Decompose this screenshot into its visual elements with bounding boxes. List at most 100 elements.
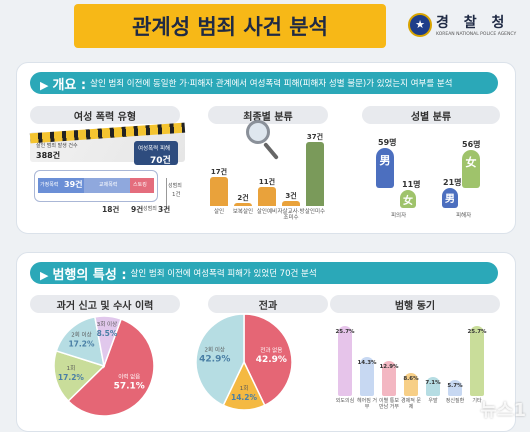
characteristics-heading: 범행의 특성 bbox=[52, 267, 117, 283]
pie-slice-value: 42.9% bbox=[199, 354, 230, 364]
motive-value-label: 14.3% bbox=[357, 360, 377, 367]
characteristics-description: 살인 범죄 이전에 여성폭력 피해가 있었던 70건 분석 bbox=[130, 269, 317, 279]
news-watermark: 뉴스1 bbox=[480, 400, 526, 421]
criminal-record-title: 전과 bbox=[208, 295, 328, 313]
pie-slice bbox=[93, 315, 123, 369]
characteristics-header: ▶ 범행의 특성 : 살인 범죄 이전에 여성폭력 피해가 있었던 70건 분석 bbox=[30, 262, 498, 284]
suspect-male-icon: 男 bbox=[376, 148, 394, 188]
motive-value-label: 25.7% bbox=[467, 329, 487, 335]
page-header: 관계성 범죄 사건 분석 ★ 경 찰 청 KOREAN NATIONAL POL… bbox=[0, 0, 530, 52]
segment-stalking bbox=[130, 178, 154, 193]
sexual-small-value: 1건 bbox=[172, 192, 181, 198]
final-type-category-label: 보복살인 bbox=[232, 209, 254, 215]
victim-group-label: 피해자 bbox=[456, 213, 472, 219]
final-type-value-label: 37건 bbox=[306, 133, 324, 141]
arrow-icon: ▶ bbox=[40, 268, 49, 282]
motive-value-label: 5.7% bbox=[447, 383, 463, 390]
pie-slice-label: 2회 이상 bbox=[71, 331, 91, 339]
victim-female-value: 56명 bbox=[462, 140, 481, 149]
final-type-category-label: 살인미수 bbox=[304, 209, 326, 215]
violence-bracket bbox=[34, 170, 158, 202]
victim-label: 여성폭력 피해 bbox=[138, 146, 171, 152]
motive-category-label: 우발 bbox=[428, 398, 438, 404]
motive-value-label: 25.7% bbox=[335, 329, 355, 335]
segment-domestic-value: 39건 bbox=[64, 180, 83, 189]
final-type-value-label: 2건 bbox=[237, 193, 249, 202]
agency-subtitle: KOREAN NATIONAL POLICE AGENCY bbox=[436, 32, 517, 37]
final-type-title: 최종별 분류 bbox=[208, 106, 328, 124]
victim-value: 70건 bbox=[150, 156, 171, 166]
agency-logo: ★ 경 찰 청 KOREAN NATIONAL POLICE AGENCY bbox=[408, 12, 516, 37]
final-type-bar bbox=[306, 142, 324, 206]
pie-slice-label: 2회 이상 bbox=[205, 345, 225, 353]
motive-bar bbox=[338, 326, 352, 396]
final-type-value-label: 17건 bbox=[210, 167, 228, 176]
segment-dating-label: 교제폭력 bbox=[99, 182, 118, 188]
final-type-category-label: 살인 bbox=[213, 209, 225, 215]
pie-slice-value: 57.1% bbox=[114, 381, 145, 391]
police-emblem-icon: ★ bbox=[408, 12, 432, 37]
pie-slice-value: 14.2% bbox=[231, 393, 258, 402]
motive-category-label: 외도의심 bbox=[335, 398, 355, 404]
segment-domestic bbox=[38, 178, 84, 193]
final-type-value-label: 3건 bbox=[285, 191, 297, 200]
motive-bar bbox=[360, 357, 374, 396]
segment-domestic-label: 가정폭력 bbox=[40, 182, 59, 188]
page-title: 관계성 범죄 사건 분석 bbox=[132, 15, 328, 39]
final-type-category-label: 살인예비 bbox=[256, 209, 278, 215]
segment-stalking-label: 스토킹 bbox=[133, 182, 147, 188]
total-value: 388건 bbox=[36, 151, 61, 160]
overview-description: 살인 범죄 이전에 동일한 가·피해자 관계에서 여성폭력 피해(피해자 성별 … bbox=[90, 79, 453, 89]
pie-slice bbox=[55, 315, 105, 368]
motive-category-label: 이별 통보 만남 거부 bbox=[379, 398, 399, 410]
final-type-bar bbox=[282, 200, 300, 206]
pie-slice-label: 3회 이상 bbox=[97, 320, 117, 328]
motive-category-label: 정신질환 bbox=[445, 398, 465, 404]
final-type-bar bbox=[210, 176, 228, 206]
stalking-value: 9건 bbox=[131, 205, 144, 214]
sexual-label-bottom: 성범죄 bbox=[143, 206, 157, 212]
past-report-title: 과거 신고 및 수사 이력 bbox=[30, 295, 180, 313]
motive-bar bbox=[426, 376, 440, 396]
pie-slice-value: 8.5% bbox=[97, 329, 118, 338]
pie-slice-label: 1회 bbox=[67, 364, 76, 372]
victim-female-icon: 女 bbox=[462, 150, 480, 188]
dating-value: 18건 bbox=[102, 205, 120, 214]
suspect-female-icon: 女 bbox=[400, 190, 416, 208]
segment-dating bbox=[84, 178, 130, 193]
victim-male-value: 21명 bbox=[443, 178, 462, 187]
suspect-male-value: 59명 bbox=[378, 138, 397, 147]
pie-slice bbox=[67, 318, 155, 417]
victim-male-icon: 男 bbox=[442, 188, 458, 208]
pie-slice bbox=[53, 349, 106, 403]
sexual-label: 성범죄 bbox=[168, 183, 182, 189]
final-type-bar bbox=[258, 186, 276, 206]
final-type-bar bbox=[234, 202, 252, 206]
pie-slice-label: 전과 없음 bbox=[260, 346, 282, 354]
divider bbox=[166, 178, 167, 210]
final-type-value-label: 11건 bbox=[258, 177, 276, 186]
magnifier-icon bbox=[246, 120, 270, 144]
motive-bar bbox=[404, 372, 418, 396]
pie-slice-label: 이력 없음 bbox=[118, 372, 140, 380]
pie-slice-value: 17.2% bbox=[58, 373, 85, 382]
total-label: 살인 범죄 발생 건수 bbox=[36, 143, 78, 149]
motive-bar bbox=[448, 380, 462, 396]
sexual-value: 3건 bbox=[158, 205, 171, 214]
motive-value-label: 7.1% bbox=[425, 379, 441, 386]
motive-category-label: 헤어짐 거부 bbox=[357, 398, 377, 410]
motive-bar bbox=[470, 326, 484, 396]
pie-slice bbox=[195, 313, 245, 407]
overview-heading: 개요 bbox=[52, 77, 77, 93]
overview-header: ▶ 개요 : 살인 범죄 이전에 동일한 가·피해자 관계에서 여성폭력 피해(피… bbox=[30, 72, 498, 94]
pie-slice-value: 42.9% bbox=[256, 355, 287, 365]
victim-box bbox=[134, 141, 178, 165]
agency-name: 경 찰 청 bbox=[436, 15, 510, 31]
motive-title: 범행 동기 bbox=[330, 295, 500, 313]
suspect-label: 피의자 bbox=[391, 213, 407, 219]
pie-slice-value: 17.2% bbox=[68, 340, 95, 349]
title-banner: 관계성 범죄 사건 분석 bbox=[74, 4, 386, 48]
